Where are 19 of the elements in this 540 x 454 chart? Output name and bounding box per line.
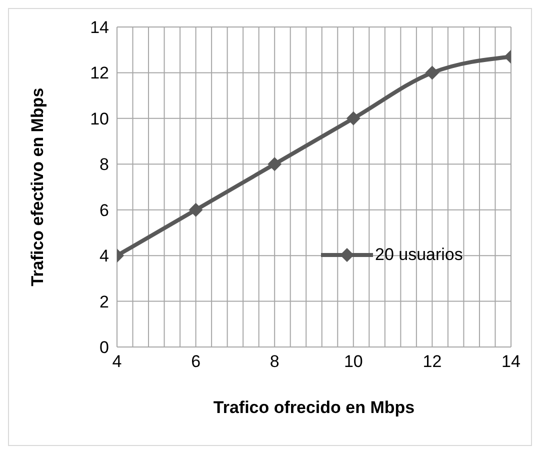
y-tick-label: 10 <box>90 109 109 128</box>
x-tick-label: 10 <box>344 352 363 372</box>
x-tick-label: 6 <box>191 352 201 372</box>
x-tick-label: 14 <box>502 352 520 372</box>
legend-label: 20 usuarios <box>375 245 463 265</box>
y-tick-label: 2 <box>100 292 109 312</box>
y-tick-label: 4 <box>100 246 109 266</box>
y-tick-label: 8 <box>100 155 109 174</box>
x-axis-title: Trafico ofrecido en Mbps <box>213 398 415 417</box>
x-tick-label: 12 <box>422 352 442 372</box>
point <box>346 111 360 126</box>
y-tick-label: 12 <box>90 64 109 83</box>
point <box>268 157 282 172</box>
y-axis-title: Trafico efectivo en Mbps <box>28 88 48 286</box>
y-tick-label: 14 <box>90 18 109 38</box>
y-tick-label: 6 <box>100 200 109 220</box>
y-tick-label: 0 <box>100 338 109 358</box>
x-tick-label: 8 <box>270 352 280 372</box>
x-tick-label: 4 <box>112 352 122 372</box>
